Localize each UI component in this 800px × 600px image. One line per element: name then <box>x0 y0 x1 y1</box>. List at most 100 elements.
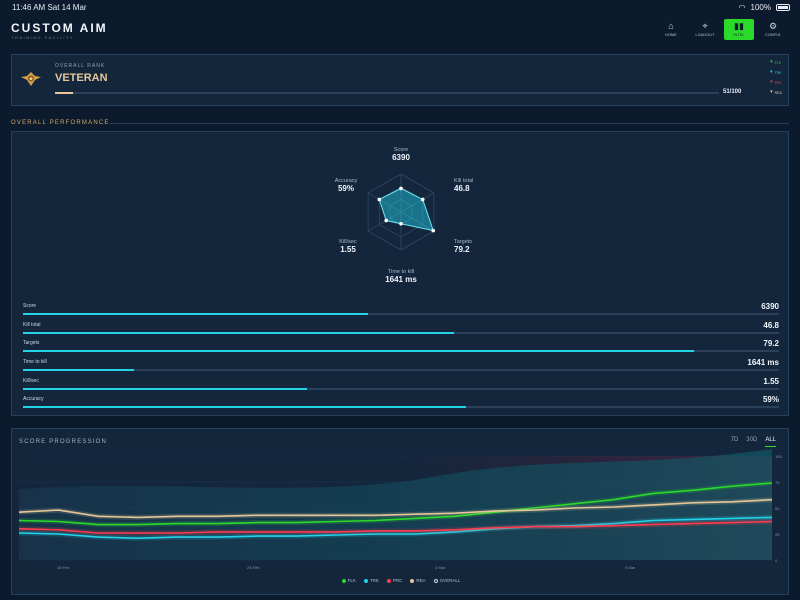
y-tick-label: 75 <box>775 480 780 485</box>
stat-value: 6390 <box>761 302 779 311</box>
stat-bar-fill <box>23 331 454 334</box>
nav-loadout-button[interactable]: ⌖ LOADOUT <box>690 19 720 40</box>
chevron-icon: ▾ <box>770 79 773 85</box>
radar-axis-name: Kill/sec <box>339 239 357 245</box>
stat-row: Score 6390 <box>23 301 779 320</box>
legend-marker <box>386 578 391 583</box>
top-nav: ⌂ HOME ⌖ LOADOUT ▮▮ INTEL ⚙ CONFIG <box>656 19 788 40</box>
stat-name: Accuracy <box>23 396 44 403</box>
y-tick-label: 100 <box>775 454 782 459</box>
nav-config-button[interactable]: ⚙ CONFIG <box>758 19 788 40</box>
series-line-flk <box>18 482 773 526</box>
stat-name: Kill total <box>23 321 41 328</box>
app-header: CUSTOM AIM TRAINING FACILITY ⌂ HOME ⌖ LOADO… <box>0 14 800 48</box>
y-tick-label: 0 <box>775 558 778 563</box>
chevron-icon: ▾ <box>770 89 773 95</box>
nav-home-button[interactable]: ⌂ HOME <box>656 19 686 40</box>
nav-intel-button[interactable]: ▮▮ INTEL <box>724 19 754 40</box>
stat-bar-fill <box>23 406 467 409</box>
stat-value: 1641 ms <box>747 358 779 368</box>
radar-axis-name: Targets <box>454 239 472 245</box>
rank-legend-item: ▾ REA <box>770 90 782 95</box>
range-tab-all[interactable]: ALL <box>765 437 776 447</box>
wifi-icon: ◠ <box>738 3 746 12</box>
y-tick-label: 25 <box>775 532 780 537</box>
series-line-trk <box>18 516 773 540</box>
legend-label: TRK <box>369 578 379 583</box>
legend-item-rea[interactable]: REA <box>410 578 426 583</box>
legend-item-trk[interactable]: TRK <box>363 578 379 583</box>
stat-value: 1.55 <box>763 376 779 386</box>
radar-point <box>399 221 403 226</box>
radar-axis-name: Accuracy <box>335 178 358 184</box>
range-tabs: 7D 30D ALL <box>731 437 776 447</box>
status-bar: 11:46 AM Sat 14 Mar ◠ 100% <box>0 0 800 14</box>
status-date: Sat 14 Mar <box>47 3 87 12</box>
radar-axis-value: 79.2 <box>454 245 470 254</box>
radar-axis-value: 59% <box>338 184 354 193</box>
chevron-icon: ▾ <box>770 69 773 75</box>
stat-value: 79.2 <box>763 339 779 349</box>
battery-percent: 100% <box>750 3 771 12</box>
radar-axis <box>367 192 402 213</box>
stat-row: Kill total 46.8 <box>23 320 779 339</box>
legend-item-prc[interactable]: PRC <box>386 578 402 583</box>
stat-bar-track <box>23 350 779 353</box>
rank-legend-item: ▾ FLK <box>770 60 782 65</box>
section-divider <box>110 123 789 124</box>
stat-bar-fill <box>23 387 308 390</box>
gear-icon: ⚙ <box>768 21 778 31</box>
stat-bar-track <box>23 313 779 315</box>
radar-point <box>377 197 382 202</box>
stat-row: Targets 79.2 <box>23 338 779 357</box>
bar-chart-icon: ▮▮ <box>734 21 744 31</box>
rank-legend-label: PRC <box>774 80 782 85</box>
rank-label: OVERALL RANK <box>55 63 106 69</box>
rank-legend-item: ▾ TRK <box>770 70 782 75</box>
radar-axis <box>400 211 435 232</box>
legend-item-overall[interactable]: OVERALL <box>433 578 461 583</box>
rank-legend-label: REA <box>774 90 782 95</box>
radar-axis-value: 1641 ms <box>385 275 417 284</box>
stat-name: Time to kill <box>23 359 47 366</box>
radar-axis <box>400 192 435 213</box>
score-progression-chart: 100 75 50 25 0 16 Feb 23 Feb 2 Mar 9 Mar <box>18 449 782 570</box>
series-line-prc <box>18 520 773 534</box>
stat-bar-fill <box>23 313 368 315</box>
rank-emblem-icon <box>21 72 41 86</box>
series-line-rea <box>18 498 773 519</box>
stat-name: Score <box>23 303 37 309</box>
x-tick-label: 2 Mar <box>435 565 446 570</box>
legend-label: OVERALL <box>439 578 461 583</box>
rank-panel: OVERALL RANK VETERAN 51/100 ▾ FLK ▾ TRK ▾ PRC… <box>11 54 789 106</box>
range-tab-7d[interactable]: 7D <box>730 437 739 443</box>
y-tick-label: 50 <box>775 506 780 511</box>
rank-legend-item: ▾ PRC <box>770 80 782 85</box>
rank-value: VETERAN <box>55 72 108 84</box>
stat-bar-track <box>23 331 779 334</box>
legend-marker <box>341 578 346 583</box>
stat-bar-track <box>23 387 779 390</box>
nav-label: HOME <box>665 33 677 37</box>
chevron-icon: ▾ <box>770 59 773 65</box>
app-title: CUSTOM AIM <box>11 21 108 35</box>
performance-panel: Score 6390 Kill total 46.8 Targets 79.2 Time t… <box>11 131 789 416</box>
stat-value: 46.8 <box>763 320 779 330</box>
radar-axis-name: Kill total <box>454 178 473 184</box>
stat-value: 59% <box>762 395 779 405</box>
crosshair-icon: ⌖ <box>702 21 708 31</box>
legend-marker <box>433 578 438 583</box>
x-tick-label: 9 Mar <box>625 565 636 570</box>
legend-item-flk[interactable]: FLK <box>341 578 356 583</box>
score-progression-title: SCORE PROGRESSION <box>19 439 108 445</box>
radar-point <box>431 228 436 233</box>
radar-point <box>399 186 403 191</box>
status-time: 11:46 AM <box>12 3 46 12</box>
app-subtitle: TRAINING FACILITY <box>11 35 75 40</box>
x-tick-label: 23 Feb <box>247 565 260 570</box>
legend-marker <box>363 578 368 583</box>
range-tab-30d[interactable]: 30D <box>746 437 758 443</box>
